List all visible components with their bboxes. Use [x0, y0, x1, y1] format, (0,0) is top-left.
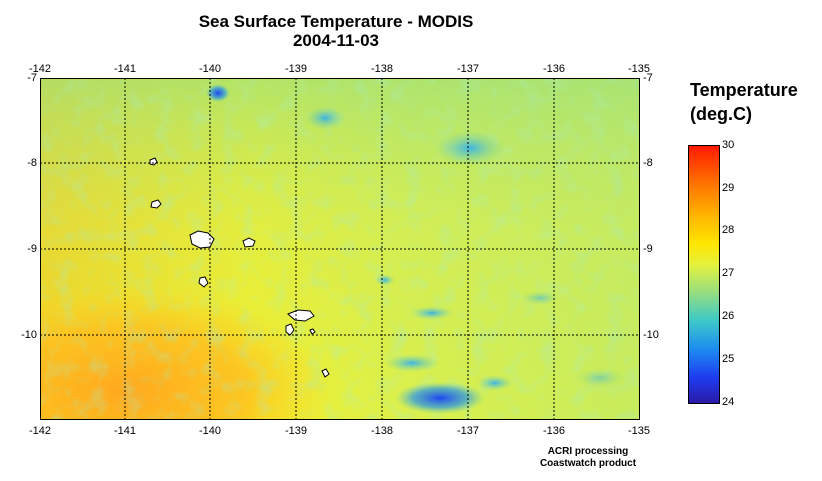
lon-tick-top: -141 [113, 63, 137, 75]
lon-tick-top: -140 [198, 63, 222, 75]
lon-tick-bottom: -139 [284, 425, 308, 437]
lon-tick-top: -137 [456, 63, 480, 75]
colorbar [688, 145, 720, 404]
title-line1: Sea Surface Temperature - MODIS [198, 12, 474, 31]
island-ua-huka [242, 237, 256, 248]
title-date: 2004-11-03 [292, 31, 380, 50]
lon-tick-bottom: -142 [28, 425, 52, 437]
chart-title: Sea Surface Temperature - MODIS 2004-11-… [199, 12, 474, 50]
lon-tick-bottom: -137 [456, 425, 480, 437]
island-nuku-hiva [189, 230, 215, 249]
lon-tick-bottom: -135 [627, 425, 651, 437]
island-fatu-hiva [321, 368, 330, 378]
lon-tick-bottom: -136 [542, 425, 566, 437]
lat-tick-left: -7 [27, 72, 37, 84]
credit-line1: ACRI processing [547, 446, 629, 457]
colorbar-tick: 27 [722, 267, 735, 279]
island-mohotani [309, 328, 316, 335]
lon-tick-top: -142 [28, 63, 52, 75]
sst-map [40, 78, 640, 420]
island-marks [149, 157, 330, 378]
lat-tick-left: -8 [27, 157, 37, 169]
lat-tick-right: -7 [643, 72, 653, 84]
lon-tick-bottom: -141 [113, 425, 137, 437]
credit-text: ACRI processing Coastwatch product [540, 446, 636, 470]
credit-line2: Coastwatch product [539, 458, 637, 469]
colorbar-tick: 25 [722, 353, 735, 365]
colorbar-tick: 28 [722, 224, 735, 236]
lon-tick-bottom: -138 [370, 425, 394, 437]
island-ua-pou [150, 199, 162, 209]
colorbar-title-line2: (deg.C) [690, 104, 752, 124]
colorbar-tick: 29 [722, 182, 735, 194]
map-frame [40, 78, 640, 420]
island-fatu-huku [198, 276, 209, 288]
colorbar-title-line1: Temperature [690, 80, 798, 100]
lon-tick-bottom: -140 [198, 425, 222, 437]
lat-tick-right: -8 [643, 157, 653, 169]
lon-tick-top: -138 [370, 63, 394, 75]
island-hiva-oa [287, 309, 315, 322]
lat-tick-right: -9 [643, 243, 653, 255]
lon-tick-top: -139 [284, 63, 308, 75]
lon-tick-top: -136 [542, 63, 566, 75]
colorbar-title: Temperature (deg.C) [690, 78, 798, 126]
lat-tick-left: -9 [27, 243, 37, 255]
colorbar-tick: 30 [722, 139, 735, 151]
colorbar-tick: 24 [722, 396, 735, 408]
graticule [40, 78, 640, 420]
lat-tick-left: -10 [21, 329, 37, 341]
lon-tick-top: -135 [627, 63, 651, 75]
colorbar-tick: 26 [722, 310, 735, 322]
island-tahuata [285, 323, 295, 336]
lat-tick-right: -10 [643, 329, 659, 341]
